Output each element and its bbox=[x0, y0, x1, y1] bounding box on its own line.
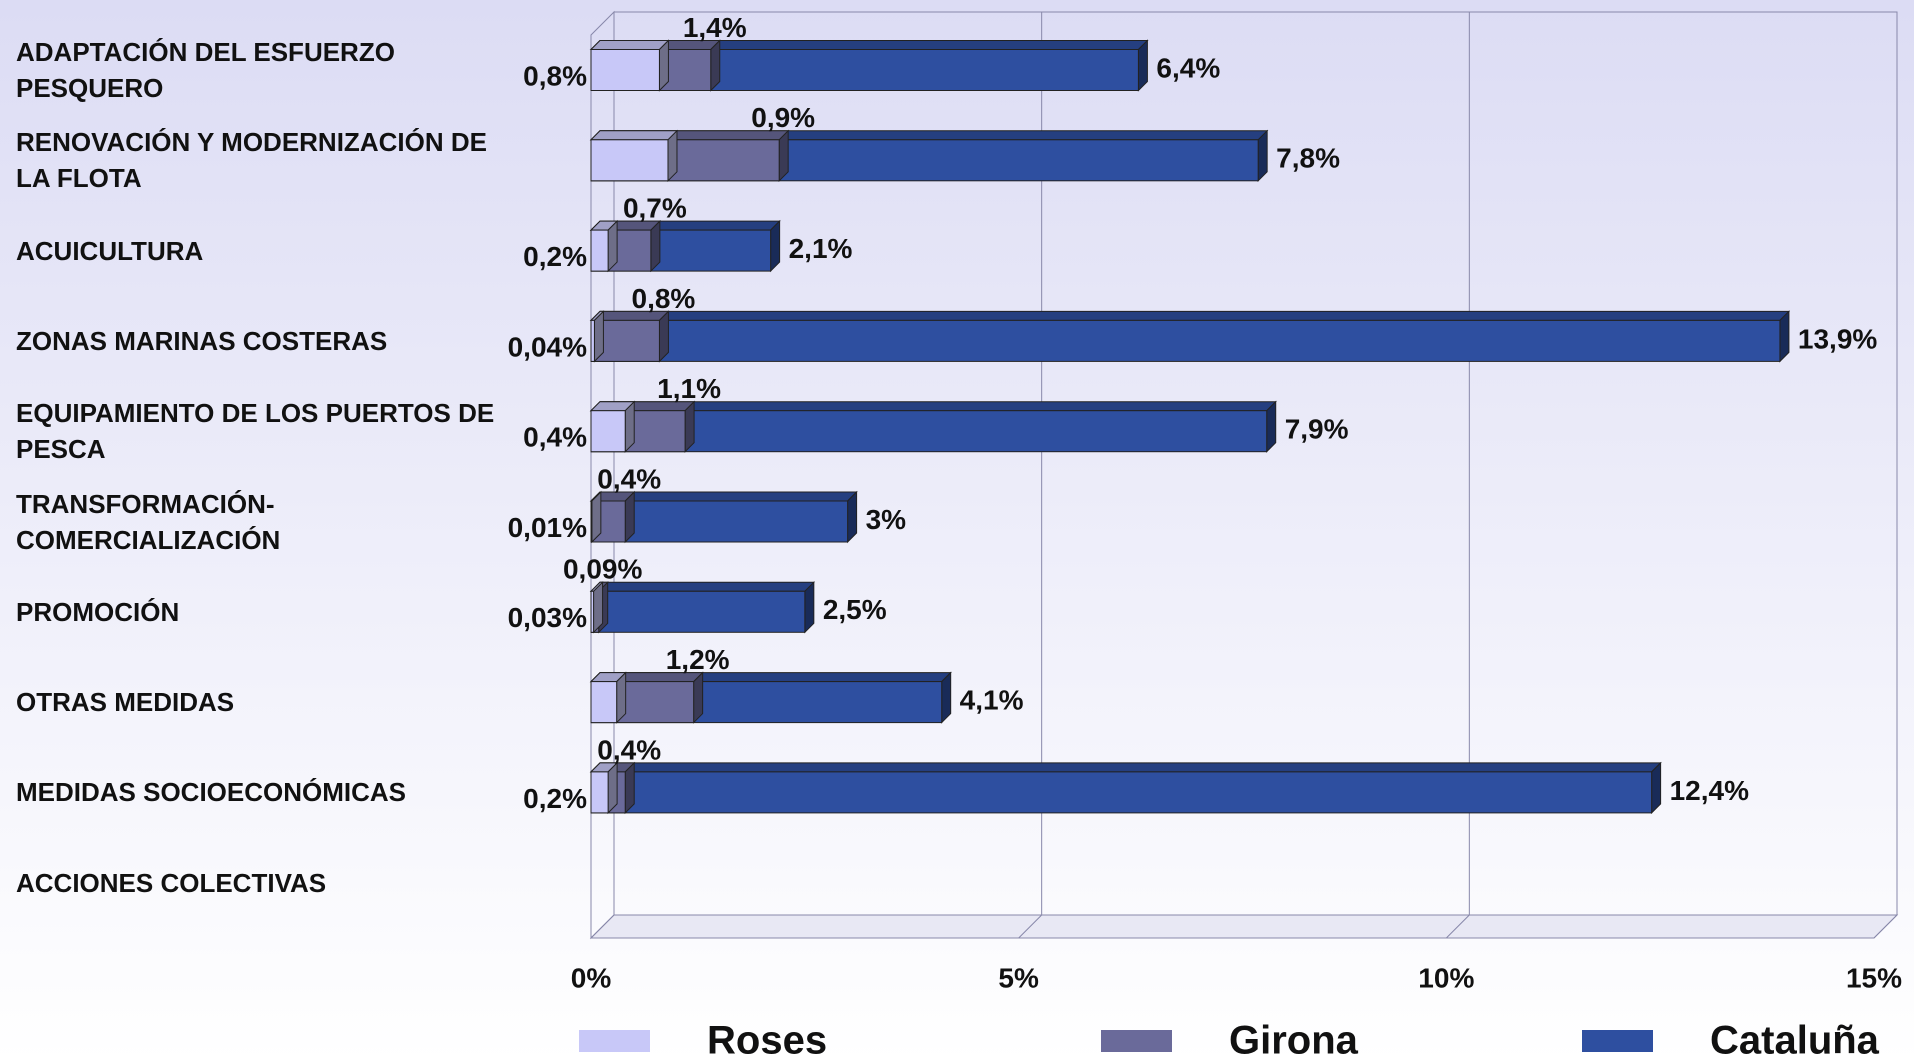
x-tick-label: 0% bbox=[571, 962, 612, 993]
bar-side bbox=[607, 219, 618, 273]
legend-swatch bbox=[579, 1030, 650, 1052]
category-label: EQUIPAMIENTO DE LOS PUERTOS DE PESCA bbox=[16, 398, 495, 465]
bar-side bbox=[1651, 761, 1662, 815]
bar bbox=[590, 590, 595, 633]
bar-top bbox=[589, 130, 679, 141]
category-label: MEDIDAS SOCIOECONÓMICAS bbox=[16, 777, 407, 808]
bar bbox=[590, 681, 618, 724]
tick-mark bbox=[1873, 914, 1898, 939]
bar bbox=[590, 229, 609, 272]
bar-side bbox=[616, 671, 627, 724]
data-label: 7,9% bbox=[1285, 414, 1349, 445]
data-label: 2,5% bbox=[823, 594, 887, 625]
bar-side bbox=[941, 671, 952, 724]
data-label: 0,2% bbox=[523, 783, 587, 814]
bar-side bbox=[684, 400, 695, 453]
data-label: 0,03% bbox=[508, 602, 587, 633]
bar-side bbox=[593, 310, 604, 363]
bar-side bbox=[1266, 400, 1277, 453]
floor bbox=[589, 914, 1899, 939]
legend-label: Cataluña bbox=[1710, 1019, 1880, 1062]
legend-label: Roses bbox=[707, 1019, 827, 1062]
bar-side bbox=[607, 761, 618, 815]
category-label: ACCIONES COLECTIVAS bbox=[16, 867, 327, 898]
bar-side bbox=[658, 39, 669, 92]
x-tick-label: 10% bbox=[1418, 962, 1474, 993]
tick-mark bbox=[1445, 914, 1470, 939]
x-tick-label: 5% bbox=[998, 962, 1039, 993]
bar-side bbox=[1137, 39, 1148, 92]
data-label: 1,4% bbox=[683, 12, 747, 43]
data-label: 2,1% bbox=[789, 233, 853, 264]
category-label: ADAPTACIÓN DEL ESFUERZO PESQUERO bbox=[16, 37, 395, 103]
category-label: RENOVACIÓN Y MODERNIZACIÓN DE LA FLOTA bbox=[16, 127, 487, 194]
data-label: 6,4% bbox=[1156, 52, 1220, 83]
bar-side bbox=[804, 581, 815, 634]
bar bbox=[590, 771, 1653, 814]
data-label: 0,04% bbox=[508, 331, 587, 362]
bar bbox=[590, 139, 669, 182]
data-label: 0,8% bbox=[632, 283, 696, 314]
data-label: 0,4% bbox=[597, 734, 661, 765]
category-label: ZONAS MARINAS COSTERAS bbox=[16, 325, 388, 356]
x-tick-label: 15% bbox=[1846, 962, 1902, 993]
bar-side bbox=[693, 671, 704, 724]
bar-side bbox=[624, 490, 635, 544]
category-label: OTRAS MEDIDAS bbox=[16, 687, 235, 718]
bar bbox=[590, 771, 609, 814]
bar-side bbox=[624, 761, 635, 815]
tick-mark bbox=[1018, 914, 1043, 939]
bar-side bbox=[624, 400, 635, 453]
bar-side bbox=[667, 129, 678, 183]
data-label: 0,8% bbox=[523, 60, 587, 91]
category-label: TRANSFORMACIÓN-COMERCIALIZACIÓN bbox=[16, 488, 281, 555]
bar-side bbox=[778, 129, 789, 183]
data-label: 12,4% bbox=[1670, 775, 1749, 806]
bar-side bbox=[658, 310, 669, 363]
data-label: 4,1% bbox=[960, 684, 1024, 715]
data-label: 0,9% bbox=[751, 102, 815, 133]
bar-side bbox=[1779, 310, 1790, 363]
data-label: 7,8% bbox=[1276, 143, 1340, 174]
bar-top bbox=[589, 40, 670, 50]
bar-side bbox=[710, 39, 721, 92]
data-label: 3% bbox=[866, 504, 907, 535]
data-label: 1,1% bbox=[657, 373, 721, 404]
bar bbox=[590, 49, 660, 91]
bar-side bbox=[593, 581, 604, 634]
category-label: PROMOCIÓN bbox=[16, 596, 180, 627]
data-label: 0,01% bbox=[508, 512, 587, 543]
data-label: 1,2% bbox=[666, 644, 730, 675]
bar bbox=[590, 410, 1268, 453]
bar-side bbox=[1257, 129, 1268, 183]
bar bbox=[590, 500, 593, 543]
legend-swatch bbox=[1101, 1030, 1172, 1052]
bar-side bbox=[847, 490, 858, 544]
bar bbox=[590, 319, 1781, 362]
legend-swatch bbox=[1582, 1030, 1653, 1052]
legend-label: Girona bbox=[1229, 1019, 1359, 1062]
data-label: 0,4% bbox=[597, 463, 661, 494]
bar bbox=[590, 590, 806, 633]
bar bbox=[590, 319, 595, 362]
category-label: ACUICULTURA bbox=[16, 235, 204, 266]
data-label: 0,2% bbox=[523, 241, 587, 272]
bar bbox=[590, 410, 626, 453]
data-label: 13,9% bbox=[1798, 323, 1877, 354]
bar-side bbox=[650, 219, 661, 273]
data-label: 0,7% bbox=[623, 192, 687, 223]
bar-top bbox=[589, 310, 1791, 321]
bar-side bbox=[591, 490, 602, 544]
data-label: 0,4% bbox=[523, 422, 587, 453]
tick-mark bbox=[590, 914, 615, 939]
bar-side bbox=[770, 219, 781, 273]
data-label: 0,09% bbox=[563, 554, 642, 585]
bar-top bbox=[589, 762, 1662, 773]
